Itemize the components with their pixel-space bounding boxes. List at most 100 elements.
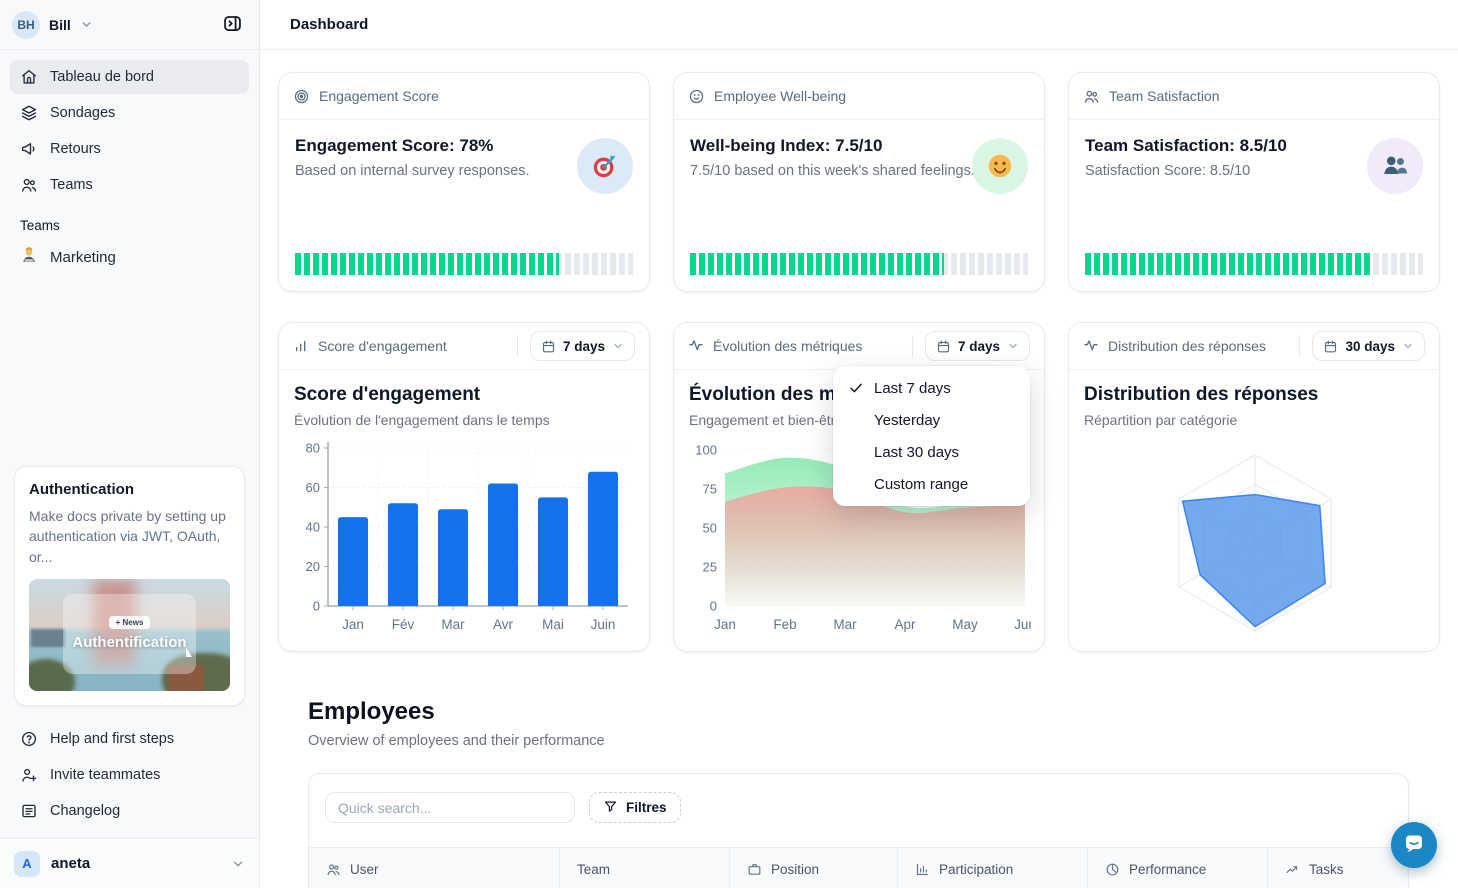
range-label: 30 days — [1345, 338, 1395, 354]
column-header-performance[interactable]: Performance — [1087, 848, 1267, 888]
progress-bar — [1085, 253, 1423, 275]
sidebar-item-label: Tableau de bord — [50, 69, 154, 85]
menu-item-last-7-days[interactable]: Last 7 days — [833, 373, 1030, 403]
sidebar-item-teams[interactable]: Teams — [10, 168, 249, 202]
sidebar-item-invite[interactable]: Invite teammates — [10, 758, 249, 792]
range-label: 7 days — [957, 338, 1000, 354]
user-plus-icon — [20, 766, 38, 784]
svg-text:25: 25 — [703, 560, 717, 575]
stat-subtitle: Satisfaction Score: 8.5/10 — [1085, 163, 1251, 179]
progress-fill — [690, 253, 944, 275]
chat-bubble-icon — [1402, 832, 1426, 859]
menu-item-custom-range[interactable]: Custom range — [833, 469, 1030, 499]
menu-item-label: Last 7 days — [874, 379, 951, 397]
calendar-icon — [936, 339, 951, 354]
column-header-participation[interactable]: Participation — [897, 848, 1087, 888]
menu-item-last-30-days[interactable]: Last 30 days — [833, 437, 1030, 467]
filters-button[interactable]: Filtres — [589, 792, 681, 823]
svg-text:Jan: Jan — [714, 617, 736, 632]
chart-card-body: Score d'engagement Évolution de l'engage… — [279, 370, 649, 651]
promo-image: + News Authentification — [29, 579, 230, 691]
svg-text:75: 75 — [703, 482, 717, 497]
news-badge: + News — [108, 616, 151, 630]
sidebar-item-changelog[interactable]: Changelog — [10, 794, 249, 828]
sidebar-item-dashboard[interactable]: Tableau de bord — [10, 60, 249, 94]
briefcase-icon — [747, 862, 762, 877]
chart-subtitle: Engagement et bien-être — [689, 412, 844, 428]
sidebar-item-label: Retours — [50, 141, 101, 157]
column-header-label: Position — [771, 861, 820, 877]
svg-text:Mai: Mai — [542, 617, 564, 632]
column-header-label: Performance — [1129, 861, 1207, 877]
svg-text:0: 0 — [313, 599, 320, 614]
workspace-switcher[interactable]: BH Bill — [0, 0, 259, 50]
chart-subtitle: Répartition par catégorie — [1084, 412, 1238, 428]
users-icon — [326, 862, 341, 877]
stat-card-header-label: Employee Well-being — [714, 88, 847, 104]
page-header: Dashboard — [260, 0, 1458, 50]
menu-item-label: Last 30 days — [874, 443, 960, 461]
menu-item-yesterday[interactable]: Yesterday — [833, 405, 1030, 435]
calendar-icon — [541, 339, 556, 354]
range-label: 7 days — [562, 338, 605, 354]
account-avatar: A — [14, 850, 40, 877]
chart-subtitle: Évolution de l'engagement dans le temps — [294, 412, 550, 428]
range-selector-button[interactable]: 30 days — [1312, 331, 1425, 361]
employees-section: Employees Overview of employees and thei… — [278, 652, 1440, 888]
sidebar-item-marketing[interactable]: Marketing — [10, 239, 249, 275]
range-selector-button[interactable]: 7 days — [529, 331, 635, 361]
stat-card-wellbeing: Employee Well-being Well-being Index: 7.… — [673, 72, 1045, 292]
account-menu[interactable]: A aneta — [0, 838, 259, 888]
stat-card-body: Engagement Score: 78% Based on internal … — [279, 120, 649, 291]
svg-text:20: 20 — [306, 559, 320, 574]
dart-emoji — [577, 138, 633, 194]
progress-bar — [295, 253, 633, 275]
chart-card-header-right: 7 days — [516, 331, 635, 361]
metrics-area-chart: 0 25 50 75 100 Jan Feb Mar Apr May Jun — [695, 443, 1031, 633]
column-header-position[interactable]: Position — [729, 848, 897, 888]
sidebar: BH Bill Tableau de bord — [0, 0, 260, 888]
svg-text:Avr: Avr — [493, 617, 514, 632]
sidebar-item-feedback[interactable]: Retours — [10, 132, 249, 166]
workspace-avatar: BH — [12, 10, 40, 39]
funnel-icon — [603, 799, 618, 817]
search-input[interactable] — [325, 792, 575, 823]
sidebar-item-help[interactable]: Help and first steps — [10, 722, 249, 756]
promo-card-authentication[interactable]: Authentication Make docs private by sett… — [14, 466, 245, 706]
stat-card-body: Team Satisfaction: 8.5/10 Satisfaction S… — [1069, 120, 1439, 291]
range-selector-button[interactable]: 7 days — [924, 331, 1030, 361]
stat-card-header: Engagement Score — [279, 73, 649, 120]
column-chart-icon — [293, 338, 309, 354]
account-name: aneta — [51, 855, 91, 872]
svg-text:80: 80 — [306, 441, 320, 456]
home-icon — [20, 68, 38, 86]
employees-table-card: Filtres User Team — [308, 773, 1409, 888]
svg-text:Juin: Juin — [591, 617, 616, 632]
layers-icon — [20, 104, 38, 122]
distribution-radar-chart — [1178, 454, 1332, 632]
svg-text:Mar: Mar — [441, 617, 465, 632]
stat-cards-row: Engagement Score Engagement Score: 78% B… — [278, 72, 1440, 292]
stat-subtitle: Based on internal survey responses. — [295, 163, 530, 179]
range-dropdown-menu: Last 7 days Yesterday Last 30 days Custo… — [833, 366, 1030, 506]
column-header-team[interactable]: Team — [559, 848, 729, 888]
pie-chart-icon — [1105, 862, 1120, 877]
users-icon — [1083, 88, 1100, 105]
column-header-tasks[interactable]: Tasks — [1267, 848, 1408, 888]
column-header-user[interactable]: User — [309, 848, 559, 888]
trending-up-icon — [1285, 862, 1300, 877]
stat-title: Team Satisfaction: 8.5/10 — [1085, 136, 1287, 155]
panel-collapse-icon — [222, 13, 243, 37]
check-icon — [848, 380, 866, 396]
chart-card-body: Évolution des métriques Engagement et bi… — [674, 370, 1044, 651]
sidebar-item-label: Invite teammates — [50, 767, 161, 783]
progress-fill — [1085, 253, 1373, 275]
chart-card-distribution: Distribution des réponses 30 days — [1068, 322, 1440, 652]
sidebar-collapse-button[interactable] — [217, 10, 247, 40]
chevron-down-icon — [80, 18, 93, 31]
promo-description: Make docs private by setting up authenti… — [29, 508, 226, 565]
progress-fill — [295, 253, 559, 275]
smiling-face-emoji — [972, 138, 1028, 194]
sidebar-item-surveys[interactable]: Sondages — [10, 96, 249, 130]
chat-launcher-button[interactable] — [1391, 822, 1437, 868]
